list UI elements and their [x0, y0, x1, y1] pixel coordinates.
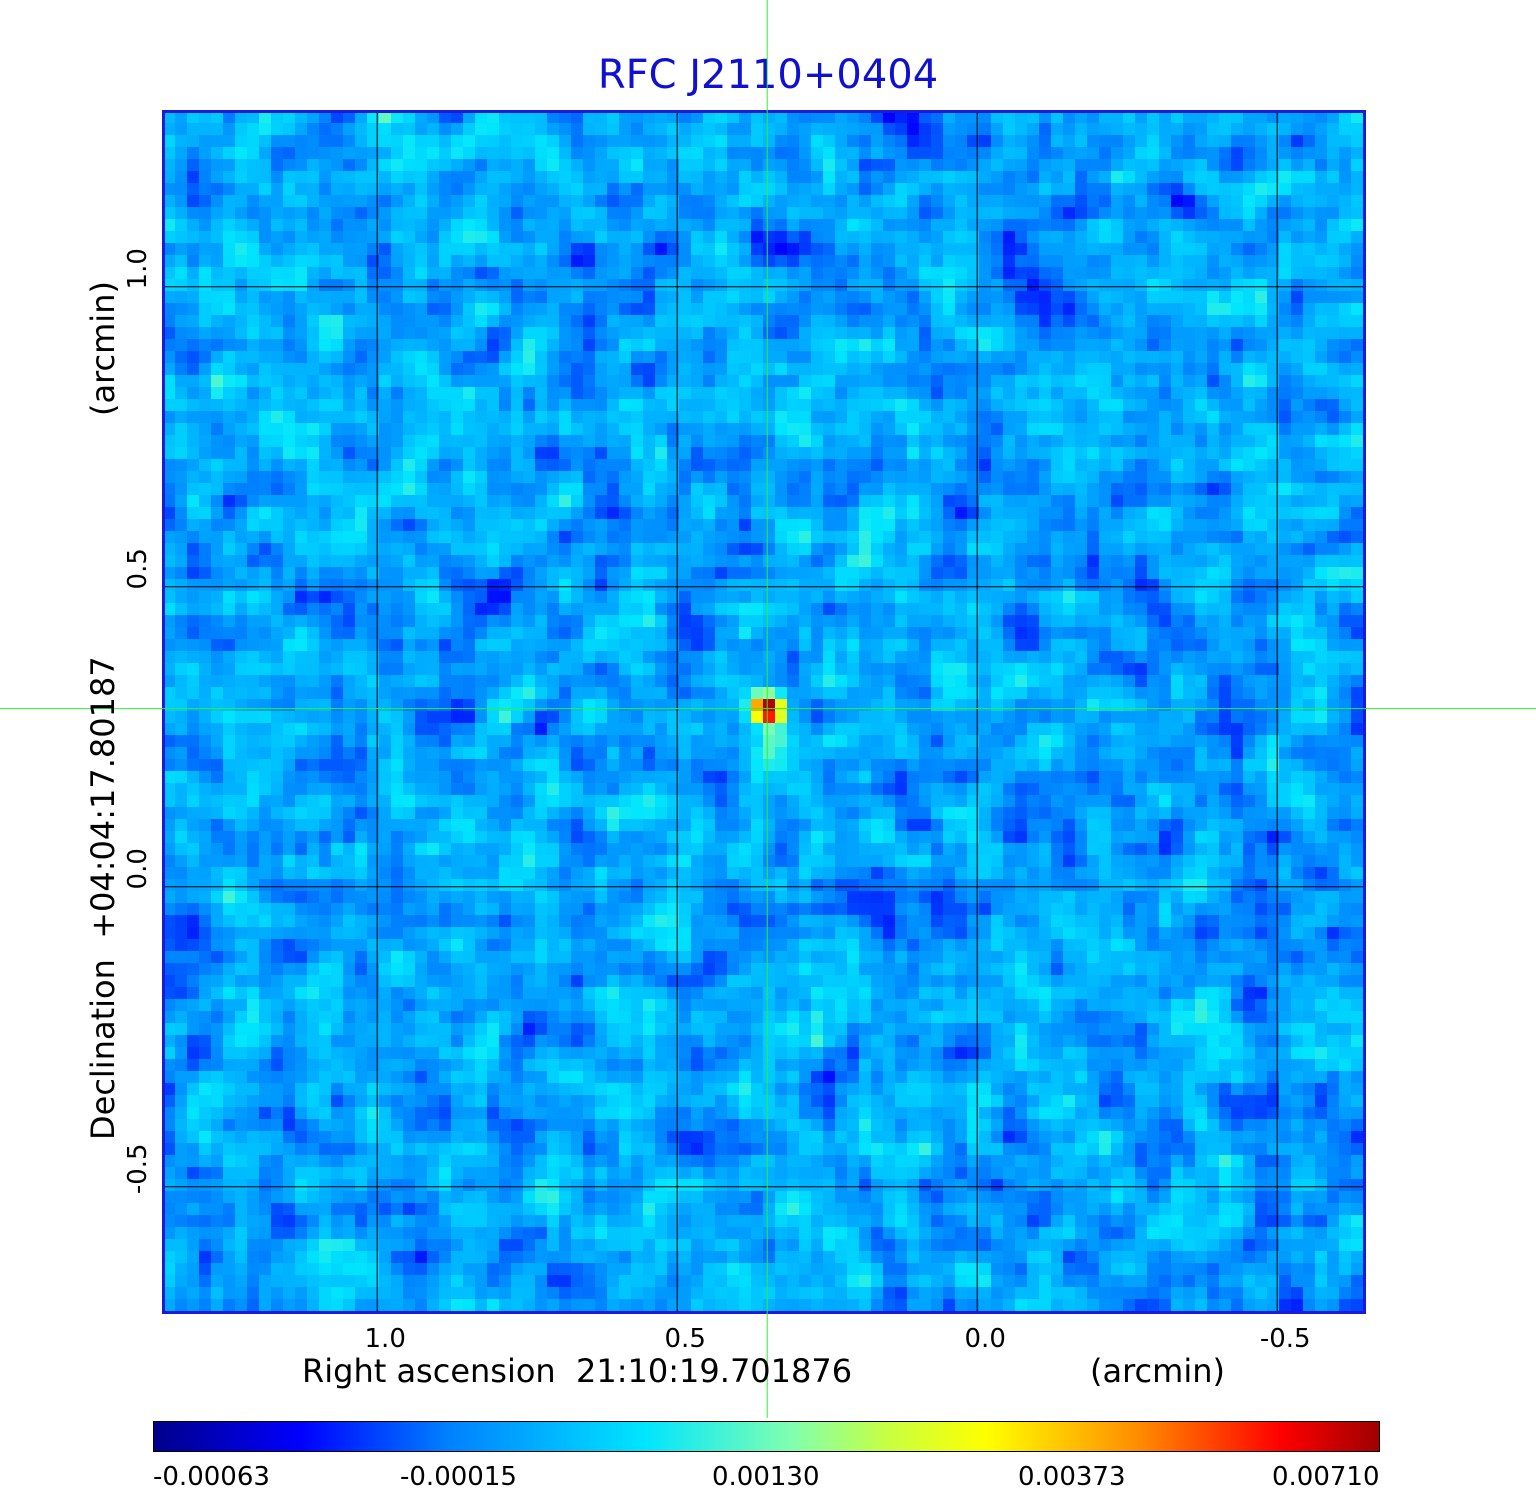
y-axis-label: Declination +04:04:17.80187 [84, 656, 122, 1140]
chart-title: RFC J2110+0404 [597, 52, 939, 98]
y-tick-label: 0.0 [123, 848, 153, 889]
x-tick-label: 0.0 [965, 1324, 1006, 1354]
y-tick-label: 0.5 [123, 548, 153, 589]
x-axis-unit: (arcmin) [1090, 1352, 1225, 1390]
colorbar [153, 1421, 1380, 1452]
colorbar-tick-label: 0.00373 [1018, 1462, 1126, 1492]
plot-area [163, 111, 1363, 1311]
x-tick-label: -0.5 [1260, 1324, 1311, 1354]
heatmap-image [163, 111, 1363, 1311]
colorbar-tick-label: -0.00063 [153, 1462, 270, 1492]
colorbar-tick-label: -0.00015 [400, 1462, 517, 1492]
y-tick-label: -0.5 [123, 1143, 153, 1194]
x-tick-label: 1.0 [365, 1324, 406, 1354]
x-axis-label: Right ascension 21:10:19.701876 [302, 1352, 853, 1390]
colorbar-tick-label: 0.00130 [712, 1462, 820, 1492]
colorbar-tick-label: 0.00710 [1272, 1462, 1380, 1492]
x-tick-label: 0.5 [665, 1324, 706, 1354]
y-axis-unit: (arcmin) [84, 281, 122, 416]
y-tick-label: 1.0 [123, 248, 153, 289]
grid-layer [163, 111, 1363, 1311]
